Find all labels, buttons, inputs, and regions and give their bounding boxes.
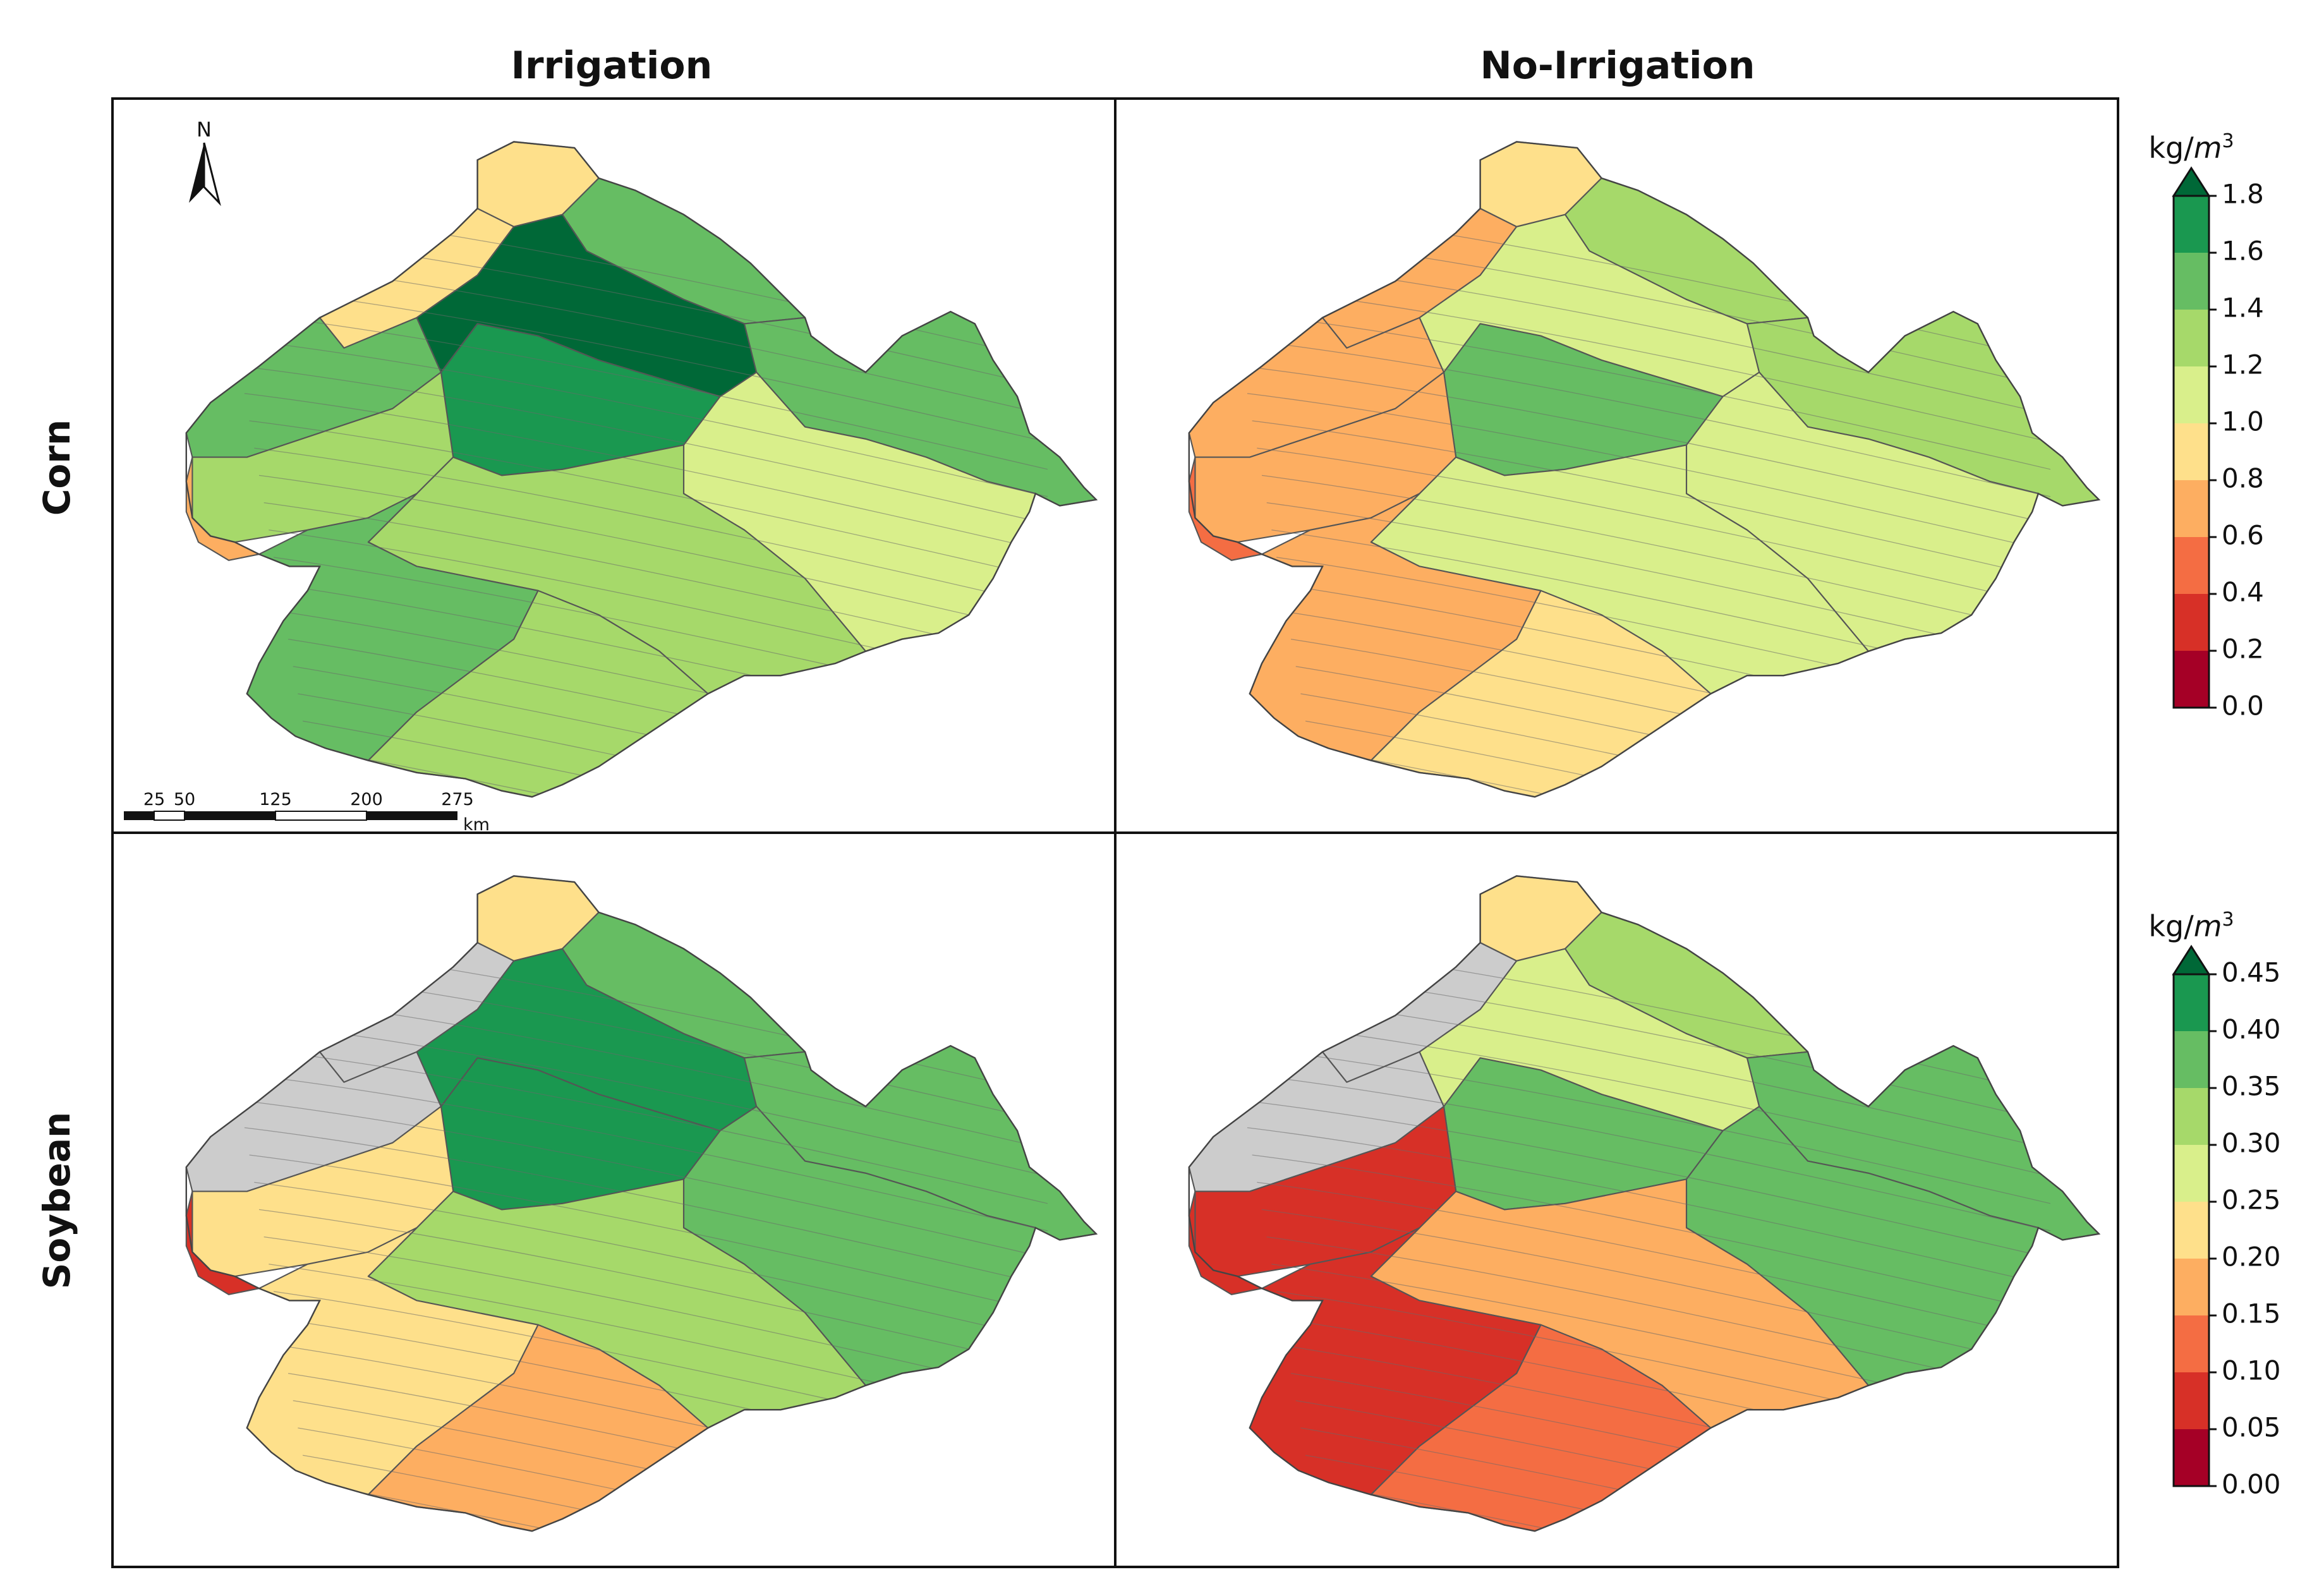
colorbar-frame: [2172, 973, 2210, 1487]
colorbar-tick-label: 0.40: [2222, 1014, 2281, 1045]
panel-soybean-no-irrigation: [1114, 831, 2119, 1568]
colorbar-tick-label: 1.8: [2222, 179, 2264, 210]
colorbar-segment: [2174, 423, 2209, 480]
colorbar-tick-label: 0.15: [2222, 1298, 2281, 1329]
scale-bar-label: 25: [143, 790, 165, 809]
scale-bar-label: 125: [259, 790, 292, 809]
column-title-no-irrigation: No-Irrigation: [1480, 44, 1755, 88]
colorbar-tick-label: 0.05: [2222, 1412, 2281, 1443]
map-regions: [1188, 141, 2100, 798]
colorbar-tick-label: 0.25: [2222, 1185, 2281, 1216]
panel-corn-no-irrigation: [1114, 97, 2119, 834]
scale-bar-label: 50: [174, 790, 195, 809]
colorbar-tick-label: 0.4: [2222, 577, 2264, 608]
colorbar-tick-label: 0.0: [2222, 691, 2264, 722]
colorbar-corn: kg/m3 1.8 1.6 1.4 1.2 1.0 0.8 0.6 0.4 0.2 0.0: [2148, 130, 2263, 722]
colorbar-segment: [2174, 1429, 2209, 1486]
colorbar-tick-label: 1.4: [2222, 293, 2264, 323]
colorbar-segment: [2174, 366, 2209, 423]
panel-soybean-irrigation: [111, 831, 1117, 1568]
map-regions: [185, 875, 1097, 1532]
subbasin-lines: [210, 202, 1048, 797]
colorbar-unit: kg/m3: [2148, 130, 2234, 166]
colorbar-segment: [2174, 594, 2209, 651]
colorbar-soybean: kg/m3 0.45 0.40 0.35 0.30 0.25 0.20 0.15 0.10 0.…: [2148, 909, 2280, 1500]
colorbar-segment: [2174, 1315, 2209, 1372]
scale-bar-label: 275: [441, 790, 474, 809]
colorbar-segment: [2174, 1202, 2209, 1259]
colorbar-frame: [2172, 195, 2210, 709]
colorbar-segment: [2174, 253, 2209, 310]
scale-bar-unit: km: [463, 815, 490, 835]
colorbar-unit: kg/m3: [2148, 909, 2234, 944]
colorbar-tick-label: 0.00: [2222, 1469, 2281, 1500]
colorbar-segment: [2174, 537, 2209, 594]
map-regions: [185, 141, 1097, 798]
north-arrow: N: [189, 118, 221, 207]
scale-bar-label: 200: [350, 790, 383, 809]
map-regions: [1188, 875, 2100, 1532]
north-arrow-label: N: [197, 118, 212, 142]
colorbar-segment: [2174, 1031, 2209, 1088]
row-title-corn: Corn: [35, 420, 78, 516]
colorbar-tick-label: 0.35: [2222, 1071, 2281, 1102]
colorbar-tick-label: 0.2: [2222, 634, 2264, 665]
colorbar-tick-label: 0.8: [2222, 463, 2264, 494]
colorbar-tick-label: 1.2: [2222, 349, 2264, 380]
colorbar-segment: [2174, 1372, 2209, 1429]
column-title-irrigation: Irrigation: [511, 44, 713, 88]
colorbar-segment: [2174, 310, 2209, 366]
row-title-soybean: Soybean: [35, 1112, 78, 1290]
scale-bar: 25 50 125 200 275 km: [124, 790, 490, 835]
colorbar-tick-label: 0.6: [2222, 520, 2264, 551]
colorbar-segment: [2174, 974, 2209, 1031]
colorbar-extend-arrow: [2172, 166, 2211, 197]
panel-corn-irrigation: N 25 50 125 200 275 km: [111, 97, 1117, 835]
colorbar-segment: [2174, 480, 2209, 537]
colorbar-tick-label: 1.6: [2222, 236, 2264, 267]
north-arrow-icon: [189, 143, 204, 203]
colorbar-segment: [2174, 1145, 2209, 1202]
colorbar-segment: [2174, 1259, 2209, 1315]
colorbar-tick-label: 0.45: [2222, 957, 2281, 988]
colorbar-segment: [2174, 196, 2209, 253]
colorbar-segment: [2174, 651, 2209, 708]
colorbar-segment: [2174, 1088, 2209, 1145]
panel-frame: [1114, 831, 2119, 1568]
colorbar-extend-arrow: [2172, 945, 2211, 976]
colorbar-tick-label: 0.30: [2222, 1128, 2281, 1159]
colorbar-tick-label: 0.20: [2222, 1242, 2281, 1273]
colorbar-tick-label: 1.0: [2222, 406, 2264, 437]
colorbar-tick-label: 0.10: [2222, 1355, 2281, 1386]
